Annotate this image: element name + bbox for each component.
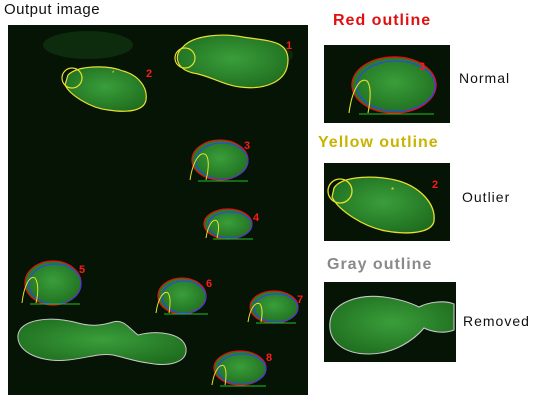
normal-example-canvas: 3	[348, 56, 437, 115]
cell-7: 7	[247, 290, 303, 324]
cell-1: 1	[174, 34, 292, 89]
normal-example-number: 3	[419, 61, 425, 73]
cell-label-4: 4	[253, 212, 260, 224]
legend-thumb-normal: 3	[324, 45, 450, 123]
legend-label-outlier: Outlier	[462, 189, 511, 205]
cell-8: 8	[211, 350, 272, 387]
cell-label-8: 8	[266, 352, 272, 364]
cell-label-5: 5	[79, 264, 85, 276]
output-image-title: Output image	[4, 1, 101, 18]
cell-label-3: 3	[244, 140, 250, 152]
removed-cell	[17, 318, 187, 365]
cell-3: 3	[189, 139, 250, 182]
legend-label-normal: Normal	[459, 70, 511, 86]
cell-2: * 2	[61, 66, 152, 112]
cell-label-2: 2	[146, 68, 152, 80]
legend-title-red: Red outline	[333, 12, 432, 29]
cell-label-1: 1	[286, 40, 292, 52]
outlier-marker: *	[391, 186, 394, 195]
cell-marker: *	[112, 71, 115, 77]
legend-title-gray: Gray outline	[327, 256, 433, 273]
removed-example-canvas	[329, 295, 455, 355]
cell-6: 6	[155, 277, 212, 315]
cell-label-6: 6	[206, 278, 212, 290]
cell-5: 5	[21, 260, 85, 306]
output-image-canvas: 1 * 2 3 4	[17, 31, 303, 387]
legend-title-yellow: Yellow outline	[318, 134, 439, 151]
legend-thumb-removed	[324, 282, 456, 362]
legend-label-removed: Removed	[463, 313, 530, 329]
cell-label-7: 7	[297, 294, 303, 306]
cell-4: 4	[203, 208, 260, 240]
outlier-example-canvas: * 2	[327, 176, 438, 234]
outlier-example-number: 2	[432, 179, 438, 191]
legend-thumb-outlier: * 2	[324, 163, 450, 241]
background-blob	[43, 31, 133, 59]
output-image-panel: 1 * 2 3 4	[8, 25, 308, 395]
